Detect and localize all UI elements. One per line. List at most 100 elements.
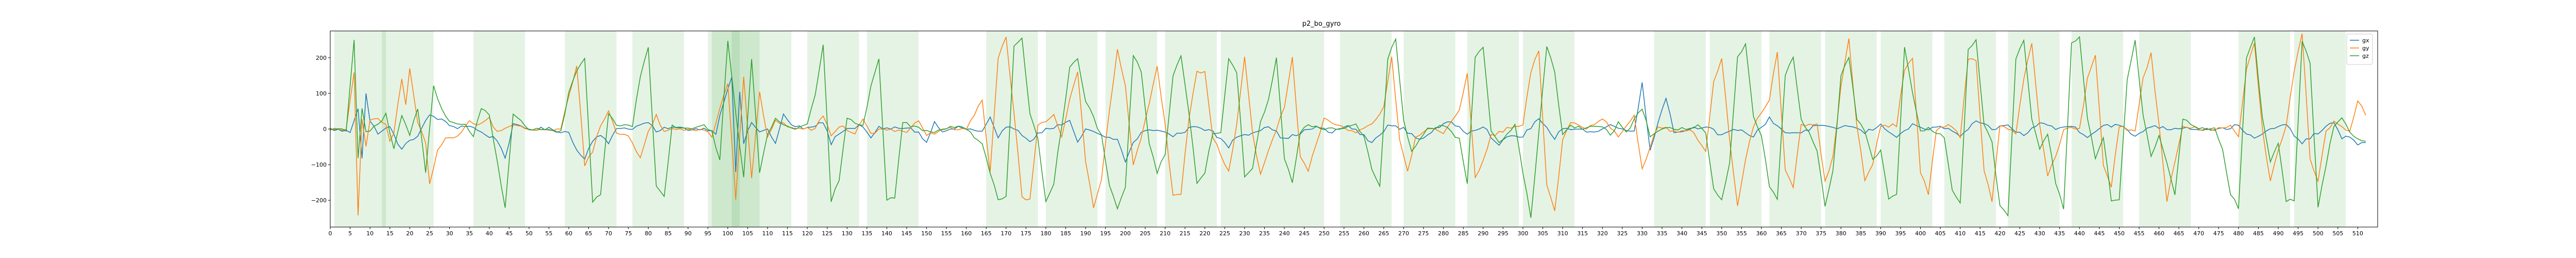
x-tick-label: 60: [565, 230, 572, 237]
x-tick-label: 485: [2253, 230, 2264, 237]
x-tick-label: 375: [1816, 230, 1826, 237]
x-tick-label: 240: [1279, 230, 1290, 237]
x-tick-label: 25: [426, 230, 433, 237]
x-tick-label: 110: [762, 230, 773, 237]
x-tick-label: 210: [1160, 230, 1171, 237]
x-tick-label: 300: [1517, 230, 1528, 237]
x-tick-label: 335: [1657, 230, 1668, 237]
x-tick-label: 505: [2332, 230, 2343, 237]
x-tick-label: 225: [1219, 230, 1230, 237]
x-tick-label: 180: [1040, 230, 1051, 237]
x-tick-label: 400: [1915, 230, 1926, 237]
x-tick-label: 260: [1359, 230, 1369, 237]
x-tick-label: 440: [2074, 230, 2085, 237]
x-tick-label: 145: [901, 230, 912, 237]
x-tick-label: 305: [1537, 230, 1548, 237]
x-tick-label: 330: [1637, 230, 1648, 237]
series-line-gz: [330, 36, 2366, 218]
x-tick-label: 205: [1140, 230, 1150, 237]
x-tick-label: 195: [1100, 230, 1111, 237]
x-tick-label: 460: [2154, 230, 2164, 237]
x-tick-label: 75: [625, 230, 632, 237]
shaded-region-4: [632, 31, 684, 227]
chart-title: p2_bo_gyro: [1302, 20, 1341, 28]
x-tick-label: 35: [466, 230, 473, 237]
shaded-region-21: [1709, 31, 1761, 227]
x-tick-label: 70: [605, 230, 612, 237]
legend-label-gz: gz: [2362, 53, 2369, 59]
legend-label-gy: gy: [2362, 45, 2369, 52]
x-tick-label: 250: [1319, 230, 1330, 237]
x-tick-label: 170: [1001, 230, 1011, 237]
x-tick-label: 45: [505, 230, 513, 237]
x-tick-label: 150: [921, 230, 932, 237]
x-tick-label: 175: [1021, 230, 1031, 237]
x-tick-label: 380: [1836, 230, 1846, 237]
shaded-region-25: [1944, 31, 1996, 227]
x-tick-label: 280: [1438, 230, 1449, 237]
x-tick-label: 15: [386, 230, 394, 237]
x-tick-label: 275: [1418, 230, 1429, 237]
series-line-gx: [330, 77, 2366, 172]
x-tick-label: 50: [526, 230, 533, 237]
x-tick-label: 310: [1557, 230, 1568, 237]
x-tick-label: 200: [1120, 230, 1131, 237]
x-tick-label: 320: [1597, 230, 1608, 237]
x-tick-label: 20: [406, 230, 413, 237]
shaded-region-3: [565, 31, 617, 227]
x-tick-label: 490: [2273, 230, 2284, 237]
x-tick-label: 155: [941, 230, 952, 237]
x-tick-label: 10: [366, 230, 374, 237]
x-tick-label: 410: [1955, 230, 1965, 237]
x-tick-label: 355: [1736, 230, 1747, 237]
x-tick-label: 370: [1796, 230, 1807, 237]
shaded-region-12: [1105, 31, 1158, 227]
series-lines: [330, 34, 2366, 218]
shaded-region-16: [1340, 31, 1392, 227]
shaded-region-27: [2071, 31, 2124, 227]
x-tick-label: 345: [1697, 230, 1707, 237]
shaded-region-8: [807, 31, 859, 227]
x-tick-label: 265: [1378, 230, 1389, 237]
y-tick-label: 0: [323, 126, 327, 133]
shaded-region-19: [1522, 31, 1575, 227]
x-tick-label: 165: [981, 230, 992, 237]
x-tick-label: 95: [704, 230, 711, 237]
x-tick-label: 220: [1199, 230, 1210, 237]
x-tick-label: 65: [585, 230, 592, 237]
x-tick-label: 500: [2313, 230, 2324, 237]
x-tick-label: 115: [782, 230, 793, 237]
shaded-region-14: [1221, 31, 1273, 227]
x-tick-label: 390: [1875, 230, 1886, 237]
x-tick-label: 85: [665, 230, 672, 237]
y-tick-label: −100: [311, 162, 327, 168]
x-tick-label: 295: [1498, 230, 1509, 237]
x-tick-label: 430: [2035, 230, 2045, 237]
legend-label-gx: gx: [2362, 37, 2369, 44]
x-tick-label: 125: [822, 230, 833, 237]
x-tick-label: 395: [1895, 230, 1906, 237]
x-tick-label: 120: [802, 230, 812, 237]
x-tick-label: 135: [861, 230, 872, 237]
x-tick-label: 235: [1259, 230, 1270, 237]
x-tick-label: 480: [2233, 230, 2244, 237]
x-tick-label: 475: [2213, 230, 2224, 237]
x-tick-label: 405: [1935, 230, 1946, 237]
x-tick-label: 510: [2352, 230, 2363, 237]
shaded-region-18: [1467, 31, 1519, 227]
y-axis-ticks: −200 −100 0 100 200: [311, 55, 330, 204]
x-tick-label: 360: [1756, 230, 1767, 237]
x-tick-label: 415: [1975, 230, 1986, 237]
x-tick-label: 140: [882, 230, 892, 237]
x-tick-label: 215: [1180, 230, 1191, 237]
x-tick-label: 425: [2014, 230, 2025, 237]
x-tick-label: 285: [1458, 230, 1469, 237]
x-tick-label: 290: [1478, 230, 1488, 237]
x-tick-label: 435: [2054, 230, 2065, 237]
shaded-region-11: [1045, 31, 1098, 227]
x-tick-label: 40: [486, 230, 493, 237]
x-tick-label: 230: [1239, 230, 1250, 237]
x-axis-ticks: 0 5 10 15 20 25 30 35 40 45 50 55 60 65 70 75 80 85 90 95 10…: [329, 227, 2363, 237]
